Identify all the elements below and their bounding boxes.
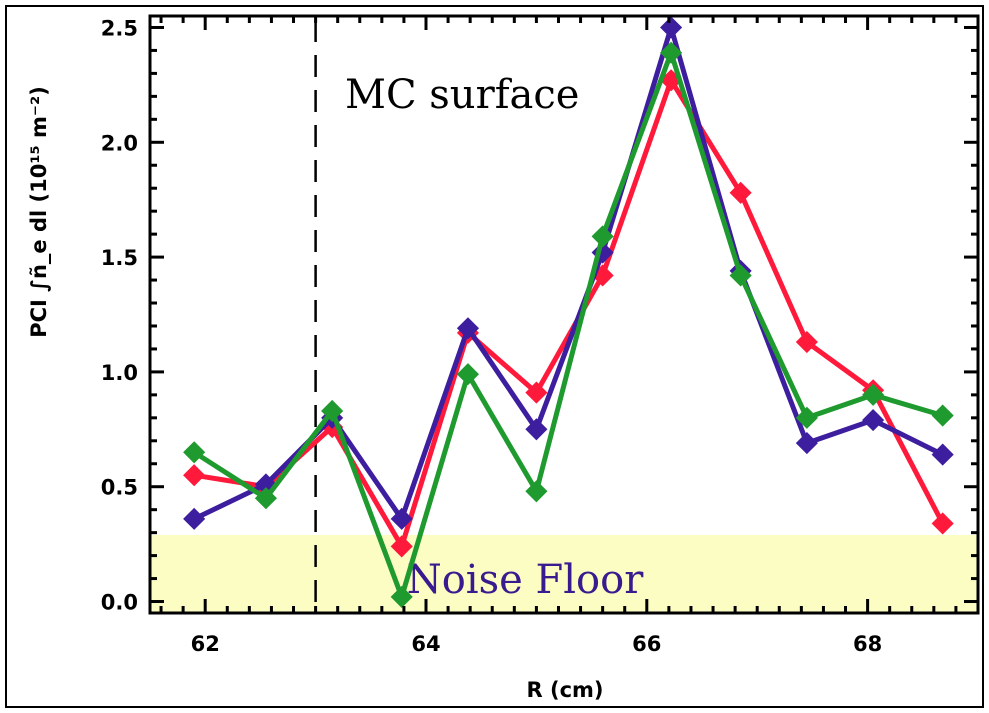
series-0-point [795, 330, 818, 354]
x-tick-label: 66 [632, 632, 661, 656]
y-tick-label: 2.0 [101, 131, 138, 155]
series-0-point [390, 535, 413, 558]
y-tick-label: 1.5 [101, 246, 138, 270]
series-1-point [931, 443, 954, 466]
y-axis-label: PCI ∫ñ_e dl (10¹⁵ m⁻²) [27, 86, 51, 338]
axes-layer: 62 64 66 68 0.0 0.5 1.0 1.5 2.0 2.5 [101, 14, 980, 656]
series-2-point [660, 41, 683, 64]
y-tick-label: 0.0 [101, 591, 138, 615]
series-2-point [183, 441, 206, 464]
series-1-point [795, 432, 818, 455]
series-2-point [862, 383, 885, 406]
series-1-point [862, 409, 885, 432]
series-2-point [390, 585, 413, 608]
series-2-line [191, 50, 946, 600]
series-2 [183, 41, 954, 608]
series-0-point [183, 464, 206, 487]
series-1-point [525, 418, 548, 441]
noise-floor-band-layer [150, 534, 978, 613]
series-2-point [525, 480, 548, 503]
plot-frame [148, 14, 980, 615]
y-tick-label: 2.5 [101, 16, 138, 40]
series-layer [183, 16, 954, 608]
x-axis-label: R (cm) [526, 678, 603, 702]
mc-surface-label: MC surface [345, 72, 579, 118]
x-tick-label: 62 [191, 632, 220, 656]
series-0-point [729, 181, 752, 204]
y-tick-label: 0.5 [101, 476, 138, 500]
series-2-point [729, 264, 752, 287]
series-0-point [525, 381, 548, 404]
noise-floor-label: Noise Floor [407, 557, 645, 603]
series-2-point [321, 399, 344, 422]
noise-floor-band [150, 534, 978, 613]
series-2-point [931, 404, 954, 427]
series-0-point [931, 512, 954, 535]
series-2-point [254, 487, 277, 510]
series-1-point [390, 507, 413, 530]
series-2-point [591, 225, 614, 248]
x-tick-label: 64 [411, 632, 440, 656]
series-2-point [456, 363, 480, 386]
series-1-point [660, 16, 683, 39]
series-2-point [795, 406, 818, 429]
x-tick-label: 68 [853, 632, 882, 656]
series-1-point [456, 317, 480, 340]
y-tick-label: 1.0 [101, 361, 138, 385]
series-1-point [183, 507, 206, 530]
annotation-layer: MC surface Noise Floor [345, 72, 644, 603]
